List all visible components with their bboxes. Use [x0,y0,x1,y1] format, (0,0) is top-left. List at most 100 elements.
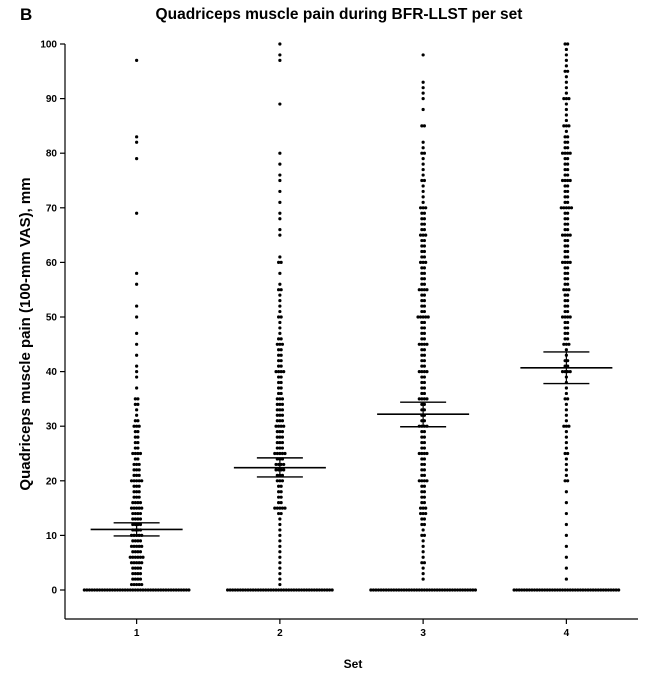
data-point [566,151,570,155]
data-point [566,271,570,275]
data-point [254,588,258,592]
data-point [236,588,240,592]
data-point [563,211,567,215]
data-point [568,260,572,264]
data-point [280,451,285,456]
data-point [566,451,570,456]
data-point [136,451,140,456]
data-point [279,424,283,428]
data-point [138,566,143,570]
data-point [420,348,424,352]
data-point [133,435,137,439]
data-point [422,244,426,248]
data-point [438,588,442,592]
y-tick-label: 40 [46,367,58,378]
data-point [273,451,277,456]
data-point [422,277,426,281]
y-tick-label: 20 [46,476,58,487]
data-point [278,53,282,57]
data-point [420,457,424,461]
data-point [420,244,424,248]
data-point [133,555,137,559]
data-point [278,582,282,587]
data-point [135,490,139,494]
data-point [566,337,570,341]
data-point [322,588,327,592]
data-point [131,451,135,456]
data-point [564,430,568,434]
data-point [133,397,137,401]
data-point [569,206,574,210]
data-point [135,561,139,565]
data-point [279,495,283,499]
data-point [133,440,137,445]
data-point [543,588,547,592]
data-point [98,588,102,592]
data-point [581,588,585,592]
data-point [421,555,425,559]
data-point [535,588,539,592]
data-point [420,451,424,456]
data-point [568,370,572,374]
data-point [422,326,426,330]
data-point [596,588,600,592]
data-point [277,370,281,374]
data-point [422,342,426,346]
data-point [421,107,425,112]
data-point [275,397,279,401]
data-point [133,517,137,521]
data-point [277,359,281,363]
data-point [422,293,426,297]
data-point [425,342,429,346]
data-point [422,588,426,592]
data-point [278,42,282,46]
data-point [137,582,141,587]
data-point [137,544,141,548]
data-point [131,511,135,516]
data-point [275,402,279,406]
data-point [274,424,278,428]
data-point [376,588,381,592]
data-point [131,550,135,554]
data-point [422,490,426,494]
data-point [132,495,136,499]
data-point [517,588,521,592]
data-point [279,364,283,368]
data-point [420,391,424,396]
data-point [135,140,139,144]
data-point [422,124,426,128]
data-point [422,211,426,215]
data-point [278,555,282,559]
data-point [422,370,426,374]
data-point [277,484,281,488]
data-point [280,408,285,412]
data-point [425,479,429,483]
data-point [137,506,141,510]
data-point [422,462,426,467]
data-point [164,588,168,592]
data-point [563,326,567,330]
data-point [420,331,424,335]
data-point [566,228,570,232]
data-point [453,588,457,592]
data-point [278,566,282,570]
data-point [422,451,426,456]
data-point [422,495,426,499]
data-point [560,370,565,374]
data-point [138,522,143,527]
data-point [248,588,253,592]
data-point [166,588,171,592]
data-point [421,566,425,570]
data-point [132,506,136,510]
data-point [558,588,562,592]
data-point [277,364,281,368]
data-point [564,435,568,439]
data-point [566,277,570,281]
data-point [389,588,393,592]
data-point [611,588,616,592]
data-point [420,397,424,401]
data-point [418,260,423,264]
data-point [169,588,173,592]
data-point [123,588,127,592]
data-point [275,440,279,445]
